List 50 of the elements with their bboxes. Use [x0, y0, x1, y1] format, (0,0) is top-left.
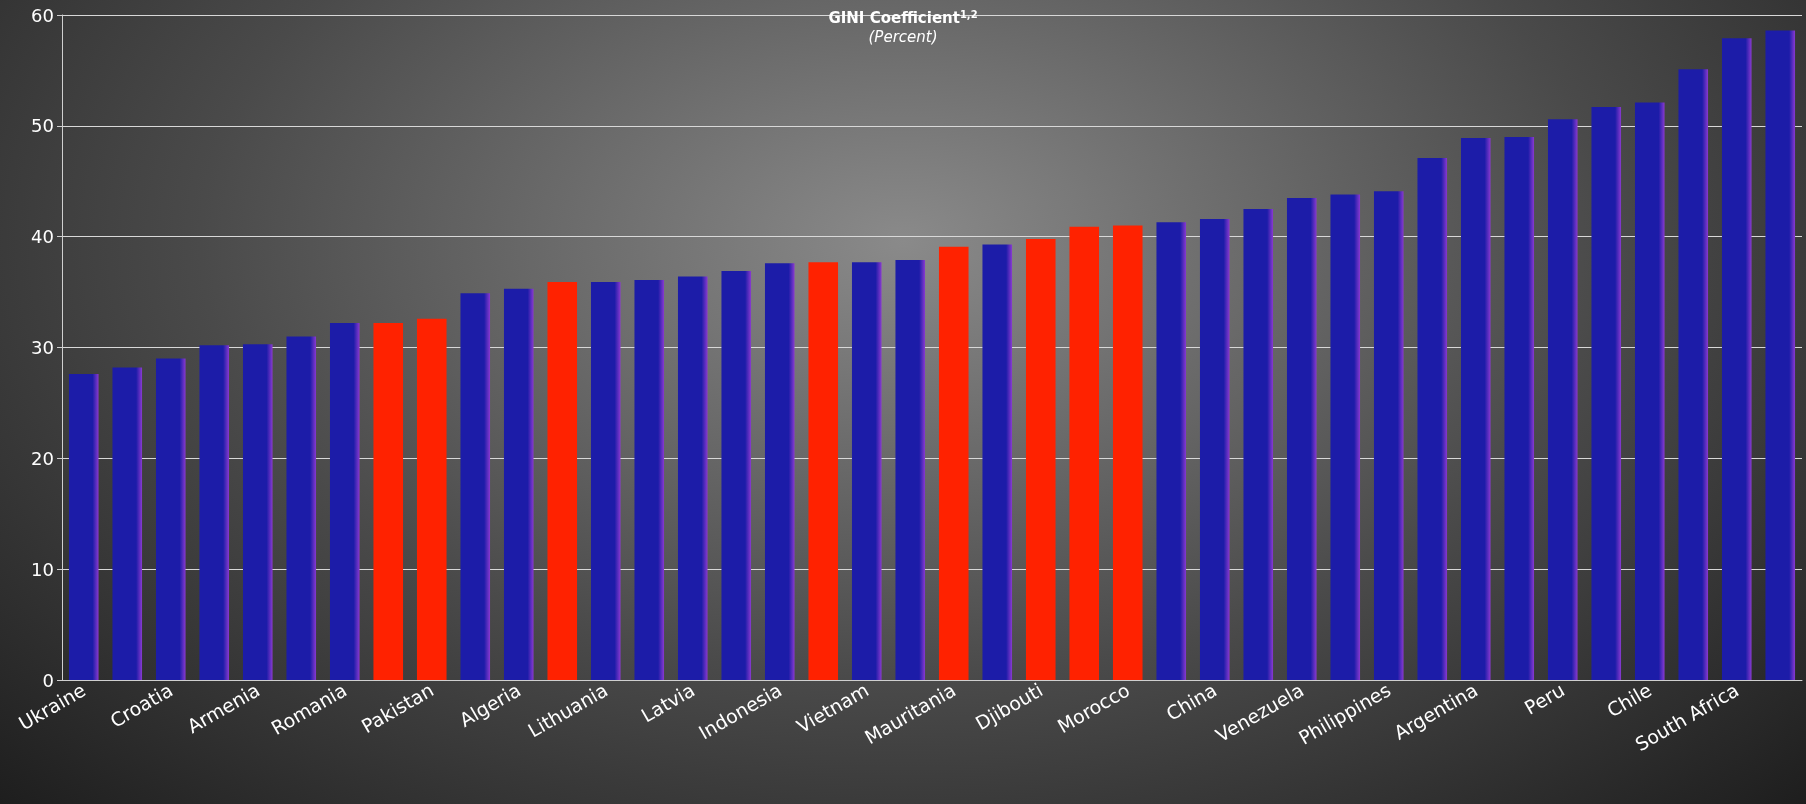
bar: [1765, 30, 1796, 680]
bar: [373, 323, 404, 680]
y-tick-label: 30: [31, 337, 54, 358]
bar: [851, 262, 882, 680]
bar: [895, 259, 926, 680]
bar: [503, 288, 534, 680]
y-tick-label: 0: [42, 669, 54, 691]
bar: [1330, 194, 1361, 680]
bar: [1504, 136, 1535, 680]
y-tick-label: 20: [31, 447, 54, 469]
bar: [1678, 69, 1709, 680]
bar: [286, 336, 317, 680]
bar: [677, 276, 708, 680]
bar: [547, 282, 578, 680]
bar: [764, 263, 795, 680]
bar: [982, 244, 1013, 680]
bar: [1460, 138, 1491, 680]
text: (Percent): [868, 28, 938, 46]
bar: [68, 374, 99, 680]
bar: [1634, 102, 1665, 680]
x-tick-label: Chile: [1603, 678, 1656, 722]
bar: [1591, 106, 1622, 680]
bar: [1025, 238, 1056, 680]
bar: [634, 279, 665, 680]
bar: [460, 293, 491, 680]
bar: [1286, 197, 1317, 680]
bar: [1721, 38, 1752, 680]
bar: [1373, 191, 1404, 680]
bar: [199, 345, 230, 680]
bar: [808, 262, 839, 680]
bar: [590, 282, 621, 680]
x-tick-label: Peru: [1520, 678, 1569, 719]
bar: [938, 246, 969, 680]
bar: [1417, 157, 1448, 680]
bar: [1199, 218, 1230, 680]
bar: [416, 318, 447, 680]
y-tick-label: 10: [31, 558, 54, 580]
bar: [155, 358, 186, 680]
bar: [329, 323, 360, 680]
bar: [721, 271, 752, 680]
bar: [1243, 208, 1274, 680]
y-tick-label: 50: [31, 115, 54, 137]
bar: [1547, 119, 1578, 680]
bar: [112, 367, 143, 680]
bar: [1156, 222, 1187, 680]
bar: [1112, 225, 1143, 680]
bar: [242, 344, 273, 680]
y-tick-label: 40: [31, 226, 54, 248]
y-tick-label: 60: [31, 4, 54, 26]
bar: [1069, 226, 1100, 680]
